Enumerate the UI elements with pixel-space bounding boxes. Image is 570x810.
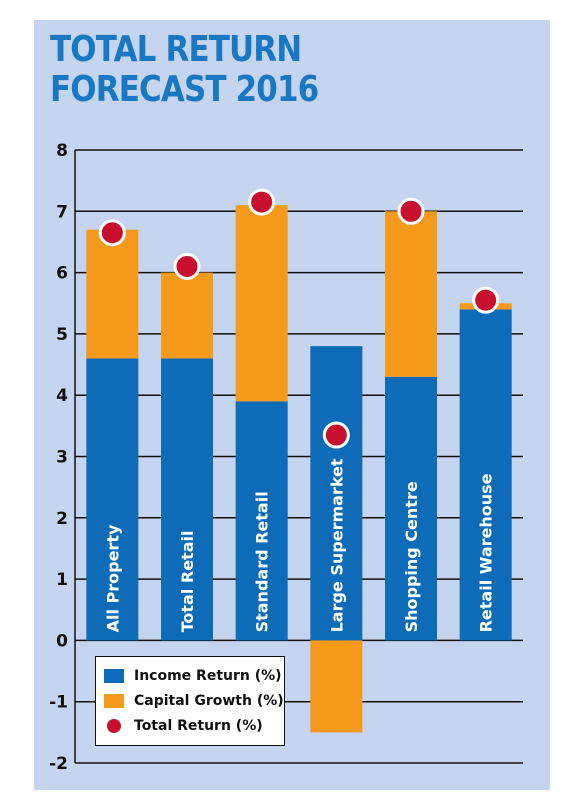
category-label: Standard Retail	[253, 491, 272, 632]
bar-capital-growth	[385, 211, 437, 377]
category-label: Large Supermarket	[327, 458, 346, 632]
point-total-return	[397, 197, 425, 225]
legend-swatch-income	[104, 668, 124, 683]
legend-label-total: Total Return (%)	[134, 717, 263, 734]
y-tick-label: -1	[49, 693, 68, 713]
bar-capital-growth	[86, 229, 139, 359]
chart-title-line-2: FORECAST 2016	[50, 69, 319, 110]
legend-swatch-capital	[104, 693, 124, 708]
category-label: Shopping Centre	[402, 481, 421, 632]
bar-income-return	[310, 346, 363, 641]
point-total-return	[248, 188, 276, 216]
bar-income-return	[86, 358, 139, 641]
bar-capital-growth	[161, 272, 213, 359]
y-tick-label: 5	[56, 325, 68, 345]
y-tick-label: 6	[56, 264, 68, 284]
y-tick-label: 0	[56, 631, 68, 651]
chart-title: TOTAL RETURN FORECAST 2016	[50, 30, 463, 110]
bar-capital-growth	[310, 640, 363, 733]
point-total-return	[173, 252, 201, 280]
chart-title-line-1: TOTAL RETURN	[50, 29, 302, 70]
y-tick-label: 3	[56, 448, 68, 468]
legend-item-income: Income Return (%)	[104, 663, 282, 688]
point-total-return	[98, 219, 126, 247]
category-label: Total Retail	[178, 531, 197, 633]
y-tick-label: 2	[56, 509, 68, 529]
y-tick-label: 1	[56, 570, 68, 590]
legend-item-total: Total Return (%)	[104, 713, 276, 738]
point-total-return	[322, 421, 350, 449]
y-tick-label: 7	[56, 202, 68, 222]
category-label: Retail Warehouse	[477, 473, 496, 632]
legend-marker-total	[107, 718, 121, 733]
bar-capital-growth	[235, 205, 288, 402]
y-tick-label: 8	[56, 141, 68, 161]
category-label: All Property	[103, 524, 122, 632]
y-tick-label: 4	[56, 386, 68, 406]
legend-item-capital: Capital Growth (%)	[104, 688, 284, 713]
legend-label-income: Income Return (%)	[134, 667, 282, 684]
bar-income-return	[385, 376, 437, 641]
bar-income-return	[235, 401, 288, 641]
y-tick-label: -2	[49, 754, 68, 774]
legend-label-capital: Capital Growth (%)	[134, 692, 284, 709]
point-total-return	[472, 286, 500, 314]
bar-income-return	[161, 358, 213, 641]
bar-income-return	[459, 309, 512, 641]
chart-legend: Income Return (%) Capital Growth (%) Tot…	[95, 656, 285, 746]
